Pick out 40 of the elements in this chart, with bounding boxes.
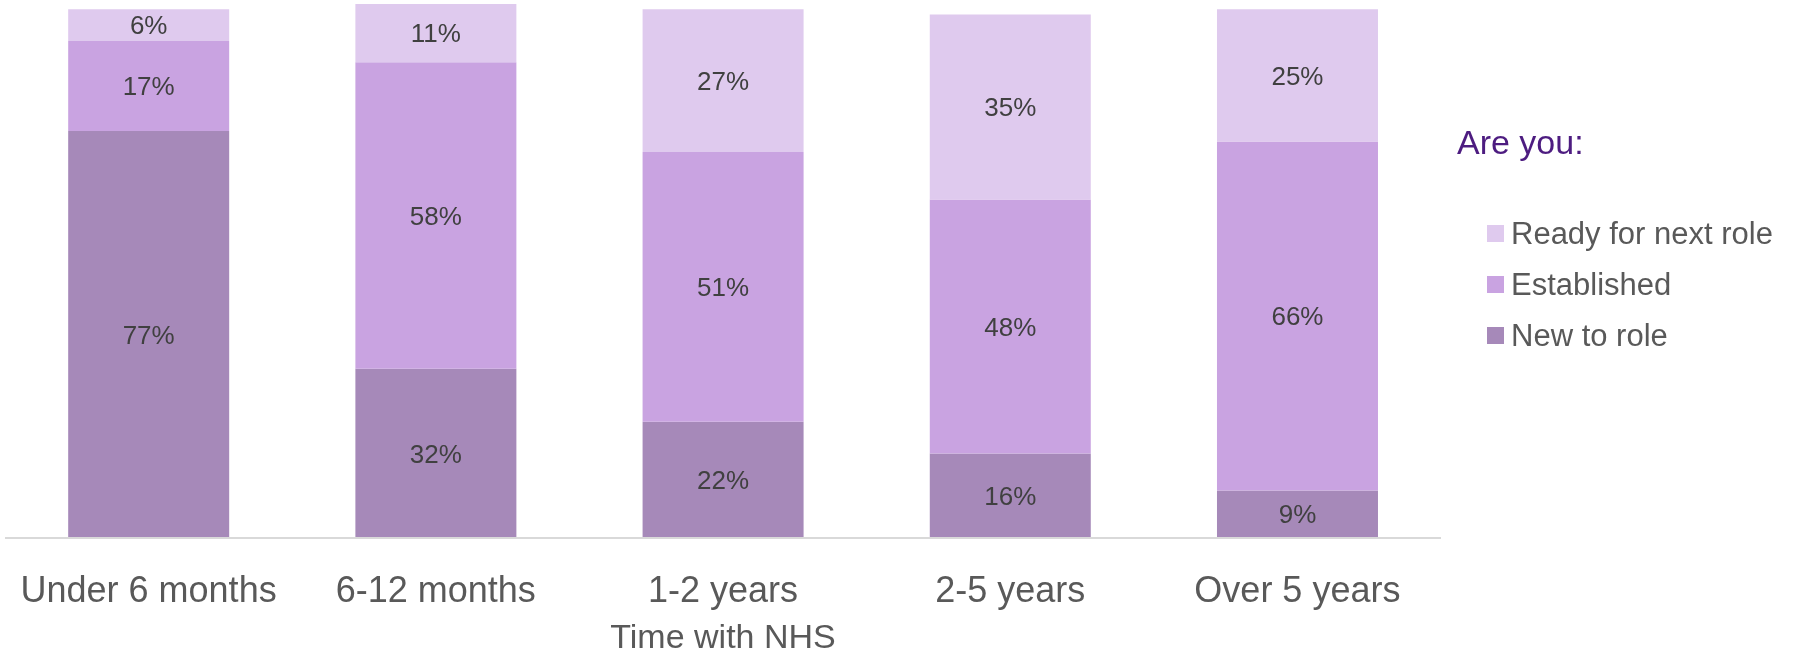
x-tick-label: 2-5 years bbox=[935, 568, 1086, 610]
data-label: 48% bbox=[984, 311, 1037, 342]
data-label: 11% bbox=[410, 18, 461, 49]
data-label: 22% bbox=[697, 465, 750, 496]
data-label: 66% bbox=[1271, 301, 1324, 332]
bar bbox=[1216, 141, 1378, 491]
bar bbox=[642, 421, 804, 538]
legend-label: Ready for next role bbox=[1511, 215, 1773, 252]
data-label: 35% bbox=[984, 92, 1037, 123]
bar bbox=[642, 9, 804, 153]
x-tick-label: 1-2 years bbox=[647, 568, 799, 610]
bar bbox=[68, 9, 230, 42]
data-label: 77% bbox=[122, 319, 175, 350]
data-label: 16% bbox=[984, 480, 1037, 511]
bar bbox=[355, 4, 517, 63]
data-label: 9% bbox=[1278, 499, 1317, 530]
data-label: 32% bbox=[409, 438, 462, 469]
legend-title: Are you: bbox=[1457, 122, 1585, 163]
bar bbox=[68, 130, 230, 538]
bar bbox=[355, 368, 517, 538]
data-label: 58% bbox=[409, 200, 462, 231]
legend-label: Established bbox=[1511, 266, 1672, 303]
x-tick-label: Under 6 months bbox=[20, 568, 277, 610]
bar bbox=[929, 14, 1091, 200]
bar bbox=[1216, 9, 1378, 142]
bar bbox=[929, 453, 1091, 538]
data-label: 25% bbox=[1271, 60, 1324, 91]
legend-label: New to role bbox=[1511, 317, 1668, 354]
x-tick-label: 6-12 months bbox=[335, 568, 536, 610]
bar bbox=[68, 41, 230, 131]
x-tick-label: Over 5 years bbox=[1194, 568, 1401, 610]
data-label: 27% bbox=[697, 65, 750, 96]
x-axis-title: Time with NHS bbox=[610, 617, 836, 655]
data-label: 17% bbox=[122, 71, 175, 102]
bar bbox=[929, 199, 1091, 454]
data-label: 6% bbox=[129, 10, 168, 41]
data-label: 51% bbox=[697, 272, 750, 303]
bar bbox=[355, 62, 517, 369]
bar bbox=[1216, 490, 1378, 538]
bar bbox=[642, 152, 804, 422]
